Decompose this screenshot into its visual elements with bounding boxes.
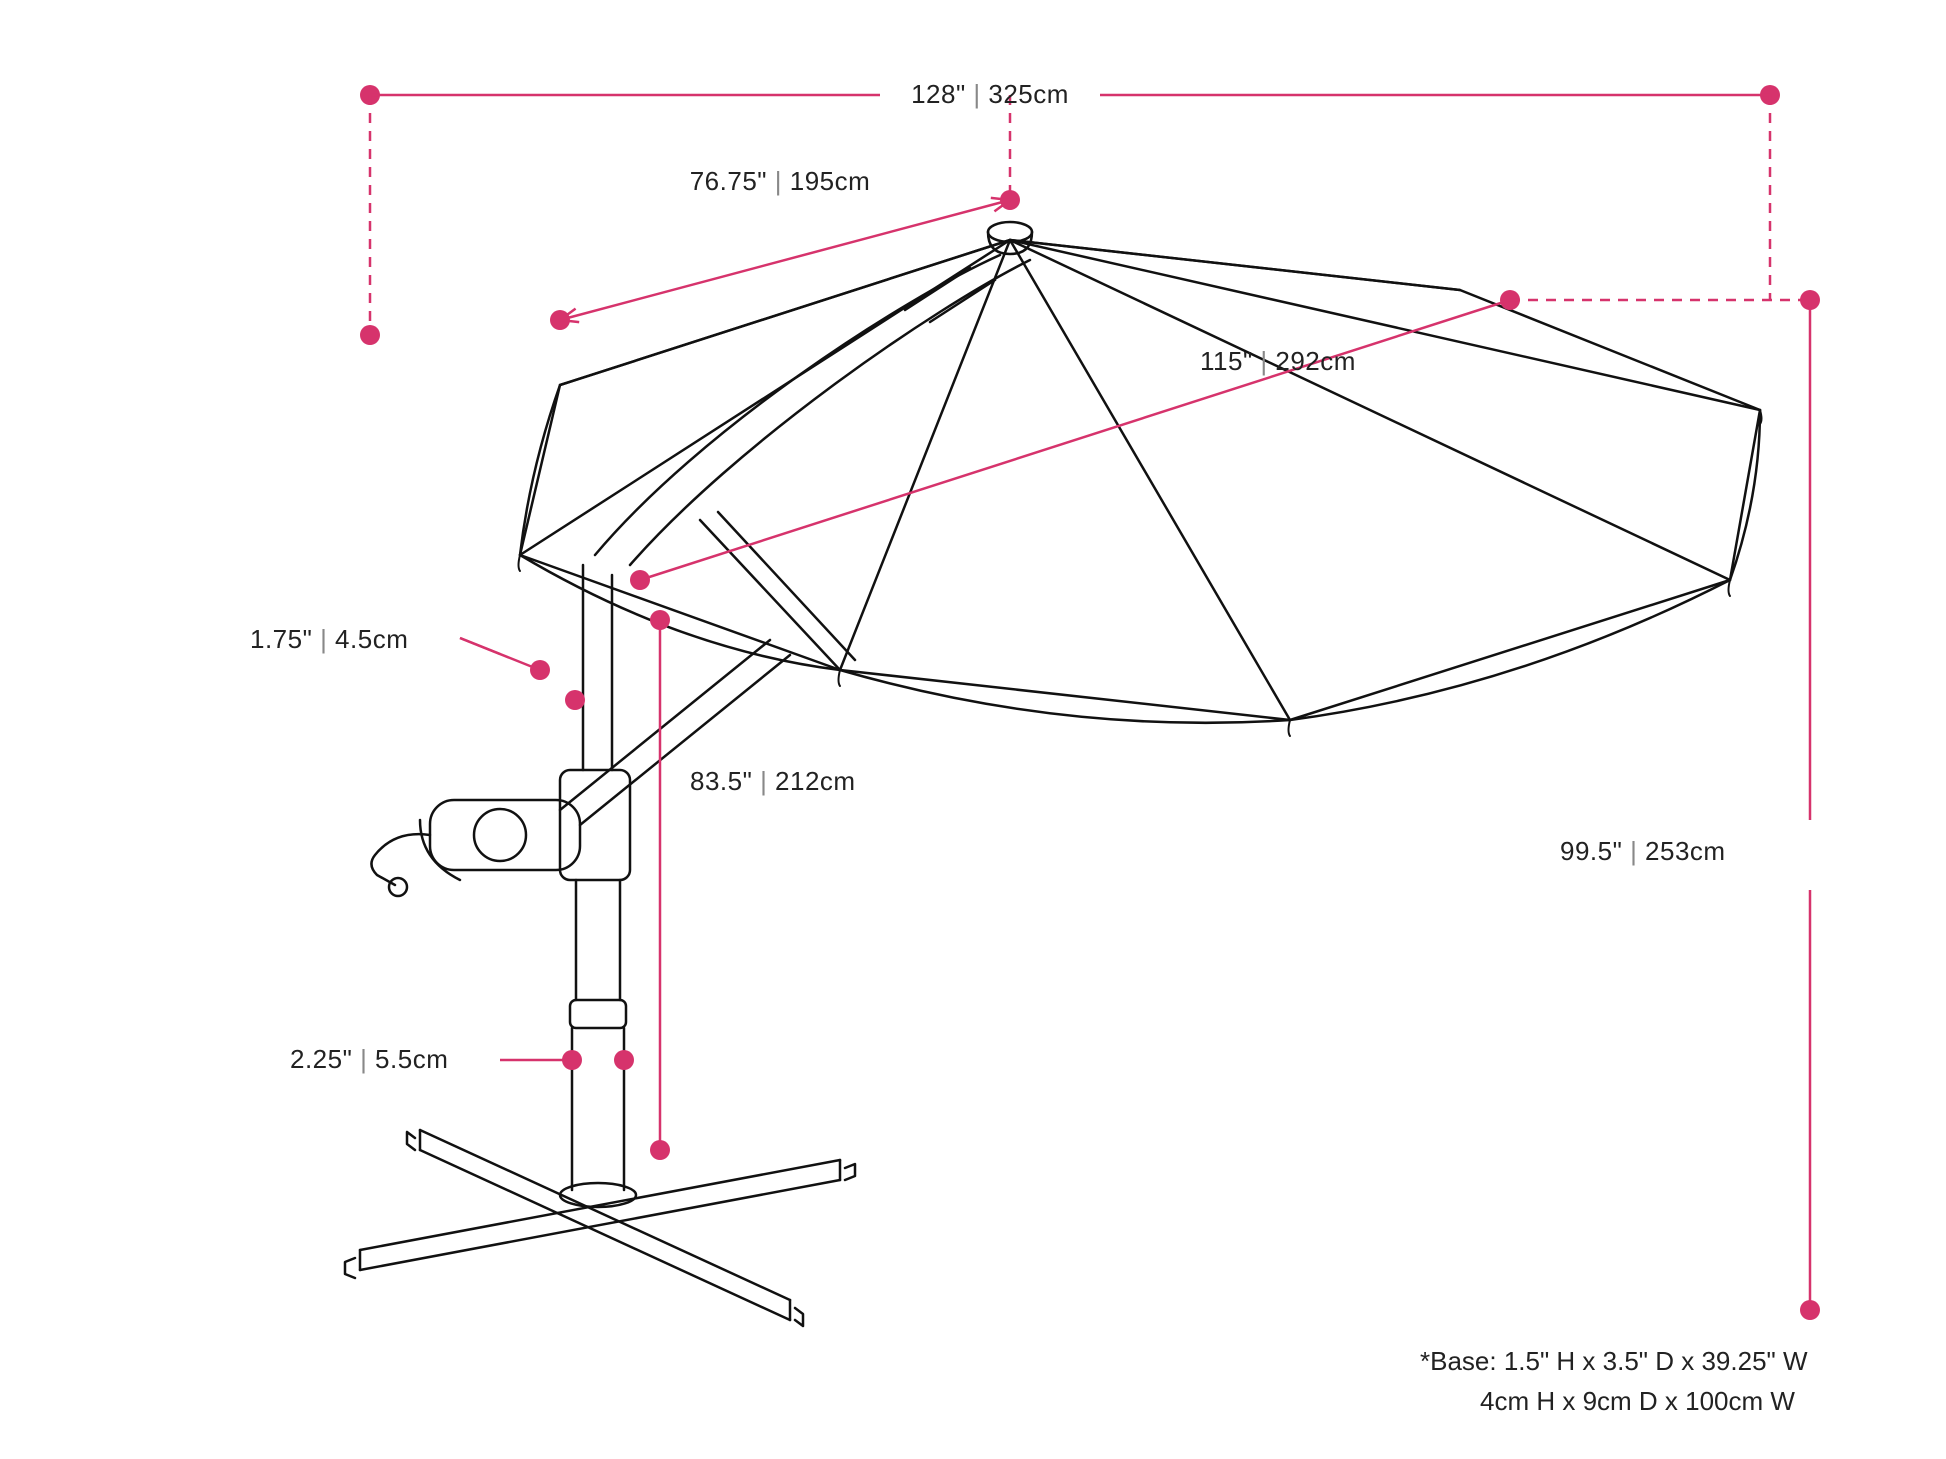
base-note-imperial: *Base: 1.5" H x 3.5" D x 39.25" W	[1420, 1346, 1808, 1376]
dim-lower-pole: 2.25" | 5.5cm	[290, 1044, 448, 1074]
dim-clearance: 83.5" | 212cm	[690, 766, 856, 796]
dim-canopy-side: 76.75" | 195cm	[690, 166, 871, 196]
dim-total-width: 128" | 325cm	[911, 79, 1069, 109]
dimension-lines	[360, 85, 1820, 1320]
dim-total-height: 99.5" | 253cm	[1560, 836, 1726, 866]
base-note-metric: 4cm H x 9cm D x 100cm W	[1480, 1386, 1795, 1416]
dimension-labels: 128" | 325cm 76.75" | 195cm 115" | 292cm 99…	[250, 79, 1808, 1416]
diagram-svg: 128" | 325cm 76.75" | 195cm 115" | 292cm 99…	[0, 0, 1946, 1459]
umbrella-outline	[345, 222, 1762, 1326]
dim-canopy-diameter: 115" | 292cm	[1200, 346, 1356, 376]
dim-upper-pole: 1.75" | 4.5cm	[250, 624, 408, 654]
diagram-stage: 128" | 325cm 76.75" | 195cm 115" | 292cm 99…	[0, 0, 1946, 1459]
